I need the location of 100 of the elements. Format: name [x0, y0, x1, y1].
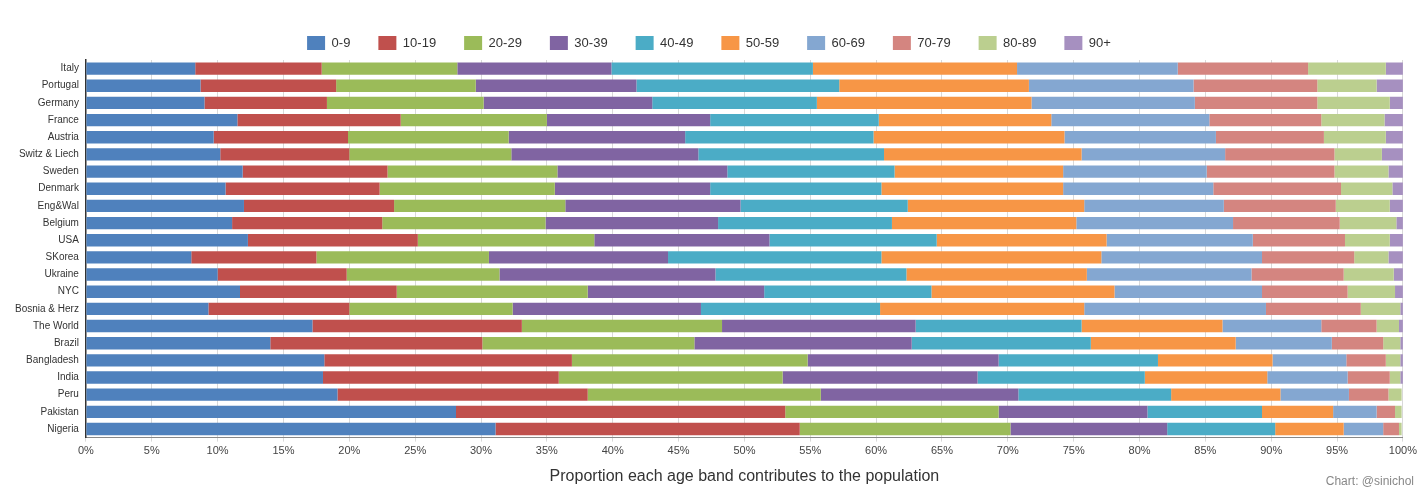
legend-label: 30-39 [574, 34, 608, 50]
x-tick-label: 55% [799, 444, 822, 457]
bar [880, 302, 1085, 316]
bar [346, 268, 500, 281]
bar [1384, 113, 1403, 127]
bar [348, 131, 509, 144]
bar [907, 199, 1085, 213]
bar [1262, 251, 1355, 264]
bar [587, 388, 821, 401]
bar [565, 199, 741, 213]
bar [324, 354, 572, 367]
bar [1398, 422, 1402, 436]
bar [1339, 216, 1397, 230]
x-tick-label: 60% [865, 444, 888, 457]
bar [906, 268, 1087, 281]
bar [322, 371, 559, 384]
bar [1317, 96, 1390, 110]
bar [86, 302, 209, 316]
bar [1321, 113, 1385, 127]
x-tick-label: 45% [667, 444, 690, 457]
bar [722, 319, 916, 333]
y-tick-label: Belgium [42, 216, 79, 228]
bar [1018, 388, 1172, 401]
bar [884, 148, 1082, 161]
bar [1262, 285, 1348, 298]
bar [482, 337, 695, 350]
bar [86, 337, 271, 350]
bar [611, 62, 813, 75]
bar [1376, 405, 1396, 419]
bar [394, 199, 566, 213]
x-tick-label: 90% [1260, 444, 1283, 457]
x-tick-label: 35% [535, 444, 559, 457]
bar [1167, 422, 1276, 436]
bar [878, 113, 1052, 127]
y-tick-label: Italy [60, 62, 79, 74]
bar [1376, 79, 1403, 92]
bar [1225, 148, 1335, 161]
bar [1385, 131, 1403, 144]
bar [86, 165, 243, 178]
bar [1317, 79, 1377, 92]
bar [191, 251, 317, 264]
bar [86, 131, 214, 144]
x-tick-label: 20% [338, 444, 361, 457]
bar [1343, 422, 1384, 436]
x-tick-label: 25% [404, 444, 427, 457]
bar [512, 302, 701, 316]
bar [1194, 96, 1318, 110]
bar [700, 302, 881, 316]
bar [1395, 405, 1402, 419]
x-tick-label: 100% [1388, 444, 1418, 457]
bar [208, 302, 350, 316]
bar [1376, 319, 1399, 333]
y-tick-label: Denmark [38, 182, 80, 194]
bar [1385, 62, 1403, 75]
bar [247, 234, 418, 247]
bar [86, 79, 201, 92]
y-tick-label: France [47, 113, 80, 125]
bar [204, 96, 327, 110]
bar [321, 62, 458, 75]
bar [1090, 337, 1236, 350]
bar [668, 251, 882, 264]
legend-label: 10-19 [402, 34, 437, 50]
y-tick-label: SKorea [45, 251, 80, 263]
bar [1346, 354, 1386, 367]
bar [213, 131, 348, 144]
bar [1177, 62, 1309, 75]
bar [195, 62, 322, 75]
bar [816, 96, 1032, 110]
bar [483, 96, 653, 110]
bar [1321, 319, 1377, 333]
bar [86, 354, 325, 367]
bar [1063, 165, 1207, 178]
bar [594, 234, 770, 247]
legend-label: 40-49 [660, 34, 694, 50]
bar [270, 337, 483, 350]
bar [710, 113, 879, 127]
bar [1335, 199, 1390, 213]
x-tick-label: 30% [470, 444, 493, 457]
bar [349, 302, 513, 316]
bar [86, 388, 338, 401]
bar [1308, 62, 1386, 75]
x-tick-label: 40% [601, 444, 624, 457]
x-tick-label: 50% [733, 444, 756, 457]
bar [86, 182, 226, 195]
bar [86, 234, 248, 247]
bar [931, 285, 1115, 298]
y-tick-label: Pakistan [40, 405, 79, 417]
x-axis-title: Proportion each age band contributes to the population [549, 466, 940, 484]
bar [1081, 319, 1223, 333]
bar [396, 285, 588, 298]
bar [1347, 285, 1396, 298]
bar [1354, 251, 1389, 264]
bar [782, 371, 978, 384]
bar [1114, 285, 1263, 298]
bar [1252, 234, 1345, 247]
bar [326, 96, 484, 110]
bar [812, 62, 1018, 75]
bar [1209, 113, 1322, 127]
legend-label: 80-89 [1003, 34, 1037, 50]
x-tick-label: 15% [272, 444, 295, 457]
